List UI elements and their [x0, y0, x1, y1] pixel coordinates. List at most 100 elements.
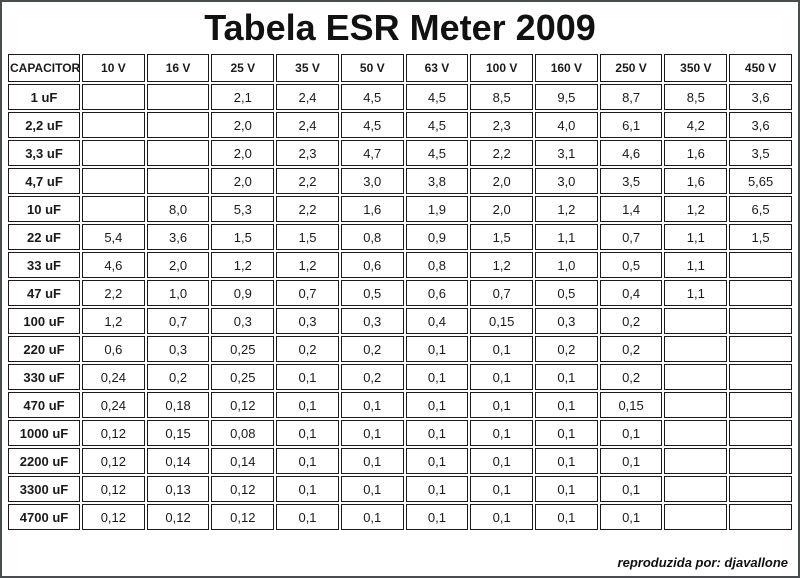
esr-value-cell: 0,1: [276, 392, 339, 419]
esr-value-cell: 0,6: [82, 336, 145, 363]
esr-value-cell: 3,1: [535, 140, 598, 167]
empty-cell: [146, 168, 210, 195]
esr-value-cell: 0,1: [535, 392, 598, 419]
esr-value-cell: 2,1: [211, 84, 275, 111]
esr-value-cell: 0,15: [470, 308, 534, 335]
empty-cell: [664, 504, 728, 531]
esr-value-cell: 0,1: [276, 364, 339, 391]
empty-cell: [146, 112, 210, 139]
empty-cell: [729, 448, 792, 475]
table-row: 2200 uF 0,12 0,14 0,14 0,1 0,1 0,1 0,1 0,1 0,1: [8, 448, 792, 475]
esr-value-cell: 0,2: [599, 364, 663, 391]
esr-value-cell: 0,24: [82, 364, 145, 391]
voltage-header: 16 V: [146, 54, 210, 83]
esr-value-cell: 0,1: [599, 476, 663, 503]
empty-cell: [82, 84, 145, 111]
esr-value-cell: 0,25: [211, 364, 275, 391]
esr-value-cell: 8,0: [146, 196, 210, 223]
page-title: Tabela ESR Meter 2009: [204, 7, 596, 48]
esr-value-cell: 8,5: [664, 84, 728, 111]
capacitor-label: 47 uF: [8, 280, 80, 307]
esr-value-cell: 0,1: [405, 336, 469, 363]
esr-value-cell: 0,1: [405, 504, 469, 531]
esr-value-cell: 1,5: [276, 224, 339, 251]
capacitor-label: 1 uF: [8, 84, 80, 111]
corner-header: CAPACITOR: [8, 54, 80, 83]
esr-value-cell: 4,2: [664, 112, 728, 139]
esr-value-cell: 3,0: [535, 168, 598, 195]
esr-value-cell: 0,1: [470, 448, 534, 475]
esr-value-cell: 0,1: [599, 504, 663, 531]
table-header: CAPACITOR 10 V 16 V 25 V 35 V 50 V 63 V 100 V 16…: [8, 54, 792, 83]
esr-value-cell: 0,14: [211, 448, 275, 475]
esr-value-cell: 5,3: [211, 196, 275, 223]
esr-value-cell: 0,5: [535, 280, 598, 307]
empty-cell: [82, 168, 145, 195]
empty-cell: [729, 308, 792, 335]
esr-value-cell: 8,5: [470, 84, 534, 111]
esr-value-cell: 4,5: [340, 112, 404, 139]
esr-value-cell: 0,2: [599, 308, 663, 335]
esr-value-cell: 0,12: [211, 392, 275, 419]
esr-value-cell: 0,2: [276, 336, 339, 363]
esr-value-cell: 0,3: [340, 308, 404, 335]
esr-value-cell: 1,4: [599, 196, 663, 223]
esr-value-cell: 2,4: [276, 112, 339, 139]
empty-cell: [146, 140, 210, 167]
esr-value-cell: 4,5: [405, 140, 469, 167]
esr-value-cell: 0,8: [340, 224, 404, 251]
empty-cell: [729, 504, 792, 531]
esr-value-cell: 2,2: [276, 196, 339, 223]
esr-value-cell: 1,1: [664, 252, 728, 279]
esr-value-cell: 0,3: [146, 336, 210, 363]
empty-cell: [664, 420, 728, 447]
esr-value-cell: 0,1: [276, 420, 339, 447]
esr-value-cell: 0,9: [211, 280, 275, 307]
esr-value-cell: 1,5: [470, 224, 534, 251]
esr-value-cell: 0,1: [405, 364, 469, 391]
esr-value-cell: 0,4: [405, 308, 469, 335]
table-row: 100 uF 1,2 0,7 0,3 0,3 0,3 0,4 0,15 0,3 0,2: [8, 308, 792, 335]
esr-value-cell: 0,15: [146, 420, 210, 447]
empty-cell: [664, 336, 728, 363]
table-row: 1 uF 2,1 2,4 4,5 4,5 8,5 9,5 8,7 8,5 3,6: [8, 84, 792, 111]
esr-value-cell: 2,2: [276, 168, 339, 195]
esr-value-cell: 0,7: [276, 280, 339, 307]
esr-value-cell: 0,2: [146, 364, 210, 391]
table-row: 470 uF 0,24 0,18 0,12 0,1 0,1 0,1 0,1 0,1 0,15: [8, 392, 792, 419]
esr-value-cell: 4,5: [405, 112, 469, 139]
esr-value-cell: 1,2: [82, 308, 145, 335]
esr-value-cell: 0,1: [535, 420, 598, 447]
esr-value-cell: 3,6: [146, 224, 210, 251]
esr-value-cell: 2,0: [470, 196, 534, 223]
esr-value-cell: 3,8: [405, 168, 469, 195]
table-row: 1000 uF 0,12 0,15 0,08 0,1 0,1 0,1 0,1 0,1 0,1: [8, 420, 792, 447]
esr-value-cell: 5,4: [82, 224, 145, 251]
esr-value-cell: 4,7: [340, 140, 404, 167]
table-row: 47 uF 2,2 1,0 0,9 0,7 0,5 0,6 0,7 0,5 0,4 1,1: [8, 280, 792, 307]
esr-value-cell: 1,6: [340, 196, 404, 223]
esr-value-cell: 0,1: [535, 364, 598, 391]
esr-value-cell: 0,2: [340, 364, 404, 391]
esr-value-cell: 0,1: [340, 392, 404, 419]
empty-cell: [82, 140, 145, 167]
capacitor-label: 330 uF: [8, 364, 80, 391]
esr-value-cell: 4,5: [340, 84, 404, 111]
empty-cell: [729, 392, 792, 419]
esr-value-cell: 1,5: [729, 224, 792, 251]
esr-value-cell: 0,12: [82, 448, 145, 475]
esr-value-cell: 0,1: [340, 448, 404, 475]
esr-value-cell: 0,1: [470, 420, 534, 447]
esr-value-cell: 0,5: [340, 280, 404, 307]
esr-value-cell: 1,6: [664, 140, 728, 167]
esr-value-cell: 0,7: [146, 308, 210, 335]
voltage-header: 100 V: [470, 54, 534, 83]
esr-value-cell: 3,5: [729, 140, 792, 167]
esr-value-cell: 1,9: [405, 196, 469, 223]
table-row: 4700 uF 0,12 0,12 0,12 0,1 0,1 0,1 0,1 0,1 0,1: [8, 504, 792, 531]
esr-value-cell: 0,13: [146, 476, 210, 503]
capacitor-label: 470 uF: [8, 392, 80, 419]
esr-value-cell: 0,12: [82, 476, 145, 503]
esr-value-cell: 0,3: [535, 308, 598, 335]
